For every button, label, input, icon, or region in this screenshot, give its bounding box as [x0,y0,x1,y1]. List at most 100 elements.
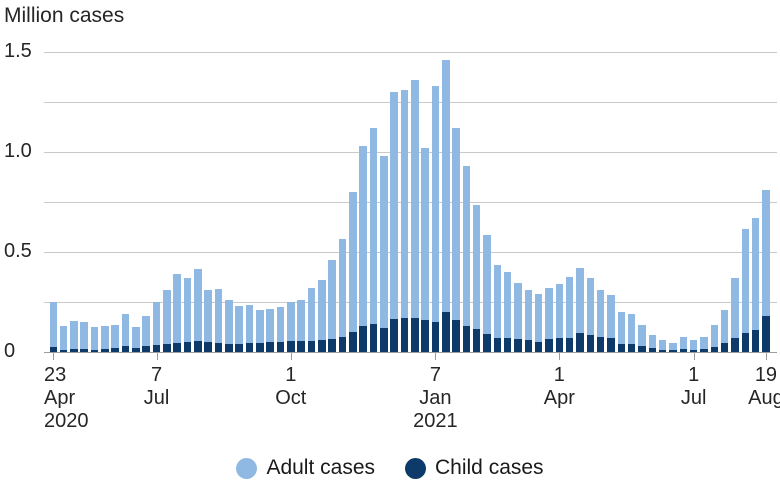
adult-cases-segment [431,86,440,322]
bar-week-70 [762,190,770,352]
adult-cases-segment [287,302,295,341]
bar-week-17 [214,289,223,352]
bar-week-1 [49,302,57,352]
child-cases-segment [627,344,636,352]
adult-cases-segment [565,277,574,338]
legend-item-child: Child cases [405,456,544,480]
adult-cases-segment [276,307,285,342]
y-axis-label: 1.5 [4,40,32,62]
adult-cases-segment [607,295,615,338]
adult-cases-segment [235,306,243,344]
adult-cases-segment [266,309,274,342]
adult-cases-segment [369,128,378,324]
adult-cases-segment [256,310,264,343]
bar-week-23 [276,307,285,352]
adult-cases-segment [472,205,481,329]
bar-week-16 [204,290,212,352]
bar-week-18 [225,300,233,352]
child-cases-segment [369,324,378,352]
bar-week-65 [710,325,719,352]
child-cases-segment [565,337,574,352]
bar-week-57 [627,314,636,352]
bar-week-32 [369,128,378,352]
child-cases-segment [142,346,150,352]
x-axis-label: 1 Oct [275,364,306,410]
bar-week-28 [328,260,336,352]
x-axis-label-line: 1 [688,364,700,386]
bar-week-39 [442,60,450,352]
child-cases-segment [411,318,419,352]
adult-cases-segment [70,321,78,349]
bar-week-8 [121,314,130,352]
child-cases-segment [318,340,326,352]
child-cases-segment [442,312,450,352]
adult-cases-segment [483,235,491,334]
child-cases-segment [669,350,677,352]
child-cases-segment [276,342,285,352]
child-cases-segment [349,332,357,352]
child-cases-segment [173,343,181,352]
child-cases-segment [586,335,595,352]
bar-week-27 [318,280,326,352]
bar-week-25 [297,300,305,352]
child-cases-segment [111,348,119,352]
child-cases-dot-icon [405,457,426,479]
adult-cases-segment [658,340,667,350]
adult-cases-segment [390,92,398,319]
adult-cases-segment [452,128,460,320]
x-axis-label-line: 2021 [413,410,458,432]
bar-week-4 [80,322,88,352]
bar-week-59 [648,335,657,352]
y-axis-label: 0.5 [4,240,32,262]
child-cases-segment [576,333,584,352]
adult-cases-segment [514,283,522,339]
adult-cases-segment [49,302,57,347]
x-axis-label-line: Apr [44,387,76,409]
bar-week-34 [390,92,398,352]
bar-week-10 [142,316,150,352]
adult-cases-segment [648,335,657,348]
bar-week-30 [349,192,357,352]
bar-week-49 [545,288,553,352]
adult-cases-segment [741,229,750,333]
child-cases-segment [380,328,388,352]
legend-item-adult: Adult cases [236,456,375,480]
child-cases-segment [121,346,130,352]
adult-cases-segment [173,274,181,343]
adult-cases-segment [194,269,202,341]
adult-cases-segment [132,327,140,348]
child-cases-segment [462,326,471,352]
bar-week-26 [307,288,316,352]
bar-week-19 [235,306,243,352]
bar-week-40 [452,128,460,352]
bar-week-14 [183,278,192,352]
adult-cases-segment [720,310,729,344]
child-cases-segment [483,334,491,352]
child-cases-segment [421,320,429,352]
x-axis-label: 23 Apr 2020 [44,364,89,433]
gridline [44,102,777,103]
child-cases-segment [328,339,336,352]
x-axis-label-line: 1 [285,364,297,386]
child-cases-segment [245,343,254,352]
adult-cases-segment [142,316,150,346]
adult-cases-segment [359,146,367,326]
gridline [44,302,777,303]
bar-week-15 [194,269,202,352]
child-cases-segment [59,349,68,352]
x-axis-tick [693,352,695,360]
child-cases-segment [452,320,460,352]
bar-week-48 [534,294,543,352]
x-axis-tick [156,352,158,360]
child-cases-segment [390,319,398,352]
bar-week-53 [586,278,595,352]
child-cases-segment [70,349,78,352]
bar-week-9 [132,327,140,352]
child-cases-segment [431,322,440,352]
child-cases-segment [163,344,171,352]
child-cases-segment [359,326,367,352]
adult-cases-segment [534,294,543,342]
bar-week-20 [245,305,254,352]
child-cases-segment [90,349,99,352]
bar-week-47 [524,290,533,352]
